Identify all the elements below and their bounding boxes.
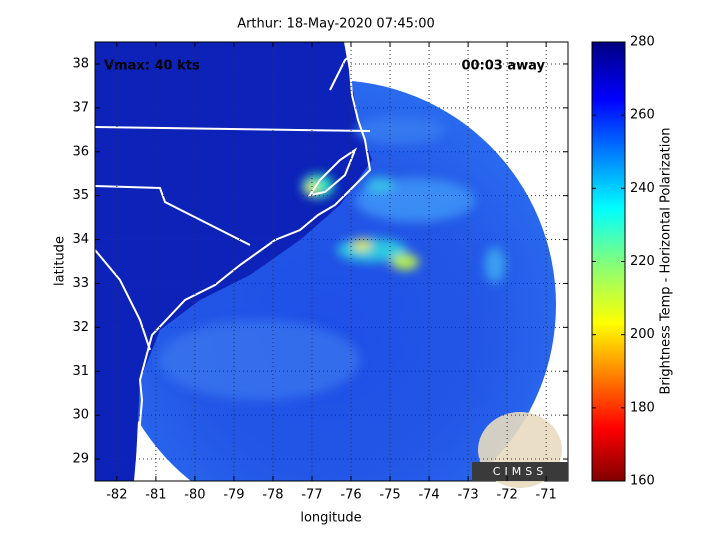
x-tick-label: -73 — [457, 488, 478, 503]
colorbar-tick-label: 200 — [630, 327, 655, 342]
x-tick-label: -71 — [536, 488, 557, 503]
x-axis-label: longitude — [300, 511, 361, 526]
y-tick-label: 34 — [72, 232, 89, 247]
y-tick-label: 37 — [72, 100, 89, 115]
annotation: Vmax: 40 kts — [104, 59, 200, 74]
x-tick-label: -75 — [379, 488, 400, 503]
x-tick-label: -76 — [340, 488, 361, 503]
colorbar-label: Brightness Temp - Horizontal Polarizatio… — [659, 127, 674, 394]
y-axis-label: latitude — [53, 236, 68, 286]
y-tick-label: 32 — [72, 320, 89, 335]
colorbar-tick-label: 280 — [630, 35, 655, 50]
x-tick-label: -77 — [301, 488, 322, 503]
y-tick-label: 30 — [72, 408, 89, 423]
y-tick-label: 29 — [72, 452, 89, 467]
x-tick-label: -79 — [223, 488, 244, 503]
colorbar — [591, 41, 626, 482]
coastlines — [95, 42, 373, 481]
image-layer — [95, 42, 568, 481]
y-tick-label: 38 — [72, 56, 89, 71]
x-tick-label: -80 — [184, 488, 205, 503]
land-mask — [95, 42, 372, 481]
y-tick-label: 36 — [72, 144, 89, 159]
colorbar-tick-label: 240 — [630, 181, 655, 196]
x-tick-label: -81 — [145, 488, 166, 503]
annotation: 00:03 away — [461, 59, 545, 74]
x-tick-label: -72 — [497, 488, 518, 503]
x-tick-label: -82 — [106, 488, 127, 503]
logo: CIMSS — [472, 412, 568, 488]
x-tick-label: -78 — [262, 488, 283, 503]
plot-frame — [94, 41, 569, 482]
title: Arthur: 18-May-2020 07:45:00 — [237, 17, 435, 32]
x-tick-label: -74 — [418, 488, 439, 503]
y-tick-label: 31 — [72, 364, 89, 379]
y-tick-label: 33 — [72, 276, 89, 291]
colorbar-tick-label: 220 — [630, 254, 655, 269]
colorbar-tick-label: 260 — [630, 108, 655, 123]
colorbar-tick-label: 160 — [630, 474, 655, 489]
cloud-features — [160, 116, 505, 400]
y-tick-label: 35 — [72, 188, 89, 203]
logo-text: CIMSS — [493, 465, 547, 478]
colorbar-tick-label: 180 — [630, 400, 655, 415]
